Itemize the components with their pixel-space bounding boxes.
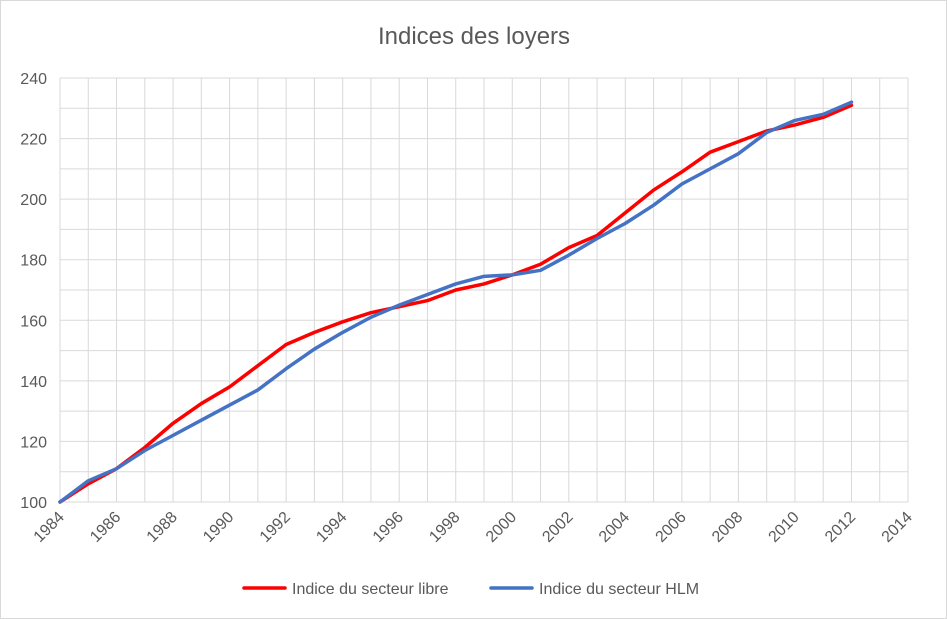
series-line-2 <box>58 100 854 504</box>
y-tick-label: 200 <box>20 192 47 209</box>
legend-label-2: Indice du secteur HLM <box>539 581 699 598</box>
series-line-1 <box>58 103 854 504</box>
x-tick-label: 2002 <box>539 509 576 546</box>
x-tick-label: 2012 <box>822 509 859 546</box>
x-tick-label: 1998 <box>426 509 463 546</box>
x-tick-label: 2010 <box>766 509 803 546</box>
gridlines <box>59 77 909 503</box>
x-tick-label: 1986 <box>87 509 124 546</box>
chart-title: Indices des loyers <box>378 23 570 50</box>
x-tick-label: 1996 <box>370 509 407 546</box>
y-tick-label: 100 <box>20 495 47 512</box>
x-axis-ticks: 1984 1986 1988 1990 1992 1994 1996 1998 2000 2002… <box>31 509 916 546</box>
y-tick-label: 240 <box>20 71 47 88</box>
y-tick-label: 120 <box>20 434 47 451</box>
x-tick-label: 1984 <box>31 509 68 546</box>
y-tick-label: 140 <box>20 374 47 391</box>
y-tick-label: 220 <box>20 132 47 149</box>
x-tick-label: 2004 <box>596 509 633 546</box>
x-tick-label: 2014 <box>879 509 916 546</box>
x-tick-label: 2006 <box>653 509 690 546</box>
x-tick-label: 1992 <box>257 509 294 546</box>
series-lines <box>58 100 854 504</box>
y-tick-label: 160 <box>20 313 47 330</box>
x-tick-label: 1994 <box>313 509 350 546</box>
x-tick-label: 2000 <box>483 509 520 546</box>
legend-label-1: Indice du secteur libre <box>292 581 449 598</box>
x-tick-label: 2008 <box>709 509 746 546</box>
legend: Indice du secteur libre Indice du secteur… <box>242 581 699 598</box>
y-axis-ticks: 100 120 140 160 180 200 220 240 <box>20 71 47 512</box>
x-tick-label: 1988 <box>144 509 181 546</box>
x-tick-label: 1990 <box>200 509 237 546</box>
y-tick-label: 180 <box>20 253 47 270</box>
